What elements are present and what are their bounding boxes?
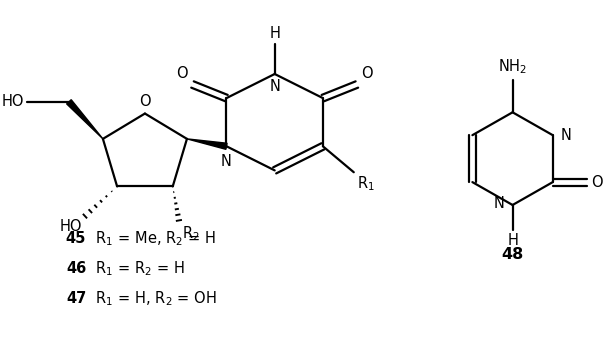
Text: NH$_2$: NH$_2$ — [498, 58, 527, 77]
Text: O: O — [177, 66, 188, 81]
Text: O: O — [591, 175, 603, 189]
Polygon shape — [187, 139, 227, 149]
Text: O: O — [139, 94, 151, 109]
Text: N: N — [561, 128, 572, 143]
Text: H: H — [269, 26, 280, 41]
Text: O: O — [361, 66, 373, 81]
Text: 47: 47 — [66, 291, 87, 306]
Text: N: N — [494, 196, 505, 211]
Polygon shape — [67, 100, 103, 139]
Text: N: N — [221, 154, 232, 169]
Text: 48: 48 — [502, 247, 524, 262]
Text: R$_2$: R$_2$ — [182, 225, 200, 244]
Text: R$_1$ = R$_2$ = H: R$_1$ = R$_2$ = H — [91, 259, 185, 278]
Text: N: N — [269, 79, 280, 94]
Text: H: H — [507, 233, 518, 248]
Text: 46: 46 — [66, 261, 87, 276]
Text: R$_1$ = H, R$_2$ = OH: R$_1$ = H, R$_2$ = OH — [91, 289, 216, 308]
Text: 45: 45 — [66, 232, 87, 247]
Text: R$_1$ = Me, R$_2$ = H: R$_1$ = Me, R$_2$ = H — [91, 229, 215, 248]
Text: R$_1$: R$_1$ — [358, 175, 375, 194]
Text: HO: HO — [2, 94, 24, 109]
Text: HO: HO — [60, 219, 82, 234]
